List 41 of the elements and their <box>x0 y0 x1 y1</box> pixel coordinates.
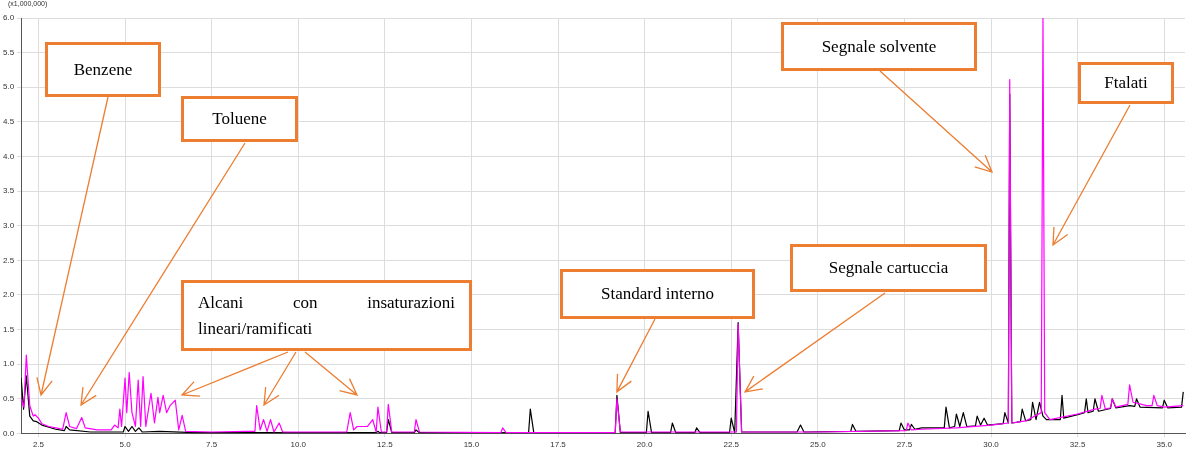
x-tick-label: 10.0 <box>290 440 307 450</box>
annotation: Benzene <box>72 58 134 81</box>
annotation: Segnale solvente <box>820 35 938 58</box>
x-tick-label: 12.5 <box>377 440 394 450</box>
x-tick-label: 32.5 <box>1069 440 1086 450</box>
y-tick-label: 1.5 <box>3 324 15 334</box>
annotation: Segnale cartuccia <box>827 257 950 279</box>
x-tick-label: 25.0 <box>810 440 827 450</box>
y-tick-label: 0.5 <box>3 393 15 403</box>
y-tick-label: 0.0 <box>3 428 15 438</box>
text-box: Alcani con insaturazioni lineari/ramificati <box>181 280 472 351</box>
annotation: Alcani con insaturazioni lineari/ramificati <box>198 291 455 340</box>
y-tick-label: 4.5 <box>3 117 15 127</box>
x-tick-label: 2.5 <box>32 440 45 450</box>
y-tick-label: 5.5 <box>3 47 15 57</box>
x-tick-label: 30.0 <box>983 440 1000 450</box>
text-box: Ftalati <box>1078 62 1174 104</box>
x-tick-label: 5.0 <box>119 440 132 450</box>
y-tick-label: 4.0 <box>3 151 15 161</box>
y-tick-label: 6.0 <box>3 13 15 23</box>
annotation: Toluene <box>211 108 268 130</box>
text-box: Standard interno <box>560 269 755 319</box>
y-tick-label: 3.5 <box>3 186 15 196</box>
text-box: Segnale solvente <box>781 22 977 71</box>
annotation: Ftalati <box>1103 72 1149 94</box>
x-tick-label: 35.0 <box>1156 440 1173 450</box>
y-tick-label: 3.0 <box>3 220 15 230</box>
x-tick-label: 20.0 <box>636 440 653 450</box>
text-box: Benzene <box>45 42 161 97</box>
x-tick-label: 17.5 <box>550 440 567 450</box>
y-tick-label: 2.0 <box>3 290 15 300</box>
y-tick-label: 1.0 <box>3 359 15 369</box>
x-tick-label: 22.5 <box>723 440 740 450</box>
x-tick-label: 15.0 <box>463 440 480 450</box>
x-tick-label: 7.5 <box>206 440 218 450</box>
annotation: Standard interno <box>600 283 715 305</box>
y-tick-label: 5.0 <box>3 82 15 92</box>
text-box: Segnale cartuccia <box>790 244 987 292</box>
x-tick-label: 27.5 <box>896 440 913 450</box>
text-box: Toluene <box>181 96 298 142</box>
y-tick-label: 2.5 <box>3 255 15 265</box>
